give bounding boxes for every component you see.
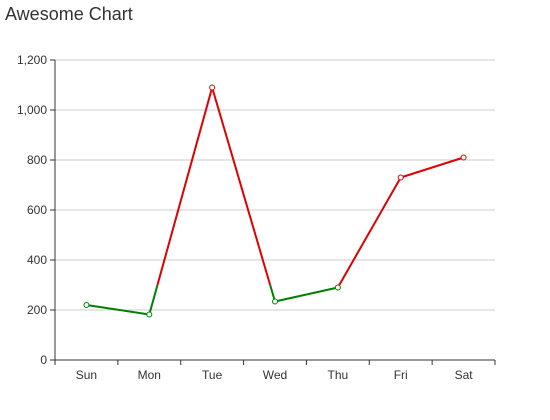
- series-segment: [211, 87, 272, 286]
- data-point-mon: [146, 311, 153, 318]
- y-tick-label: 200: [27, 303, 47, 317]
- data-point-sat: [460, 154, 467, 161]
- series-segment: [400, 156, 464, 179]
- x-tick-label-thu: Thu: [328, 368, 349, 382]
- y-tick-label: 1,200: [17, 53, 47, 67]
- x-tick-label-sun: Sun: [76, 368, 97, 382]
- y-tick-label: 0: [40, 353, 47, 367]
- y-tick-label: 600: [27, 203, 47, 217]
- series-segment: [86, 304, 150, 316]
- y-tick-label: 400: [27, 253, 47, 267]
- data-point-wed: [272, 298, 278, 305]
- series-segment: [274, 286, 339, 303]
- data-point-tue: [209, 84, 216, 91]
- x-tick-label-fri: Fri: [394, 368, 408, 382]
- data-point-thu: [334, 284, 341, 291]
- y-tick-label: 800: [27, 153, 47, 167]
- chart-title: Awesome Chart: [5, 4, 133, 24]
- x-tick-label-tue: Tue: [202, 368, 223, 382]
- data-point-fri: [397, 174, 404, 181]
- y-tick-label: 1,000: [17, 103, 47, 117]
- series-segment: [156, 87, 214, 286]
- series-segment: [148, 284, 159, 315]
- x-tick-label-wed: Wed: [263, 368, 287, 382]
- series-segment: [338, 177, 402, 286]
- x-tick-label-mon: Mon: [138, 368, 161, 382]
- x-tick-label-sat: Sat: [455, 368, 474, 382]
- data-point-sun: [83, 302, 90, 308]
